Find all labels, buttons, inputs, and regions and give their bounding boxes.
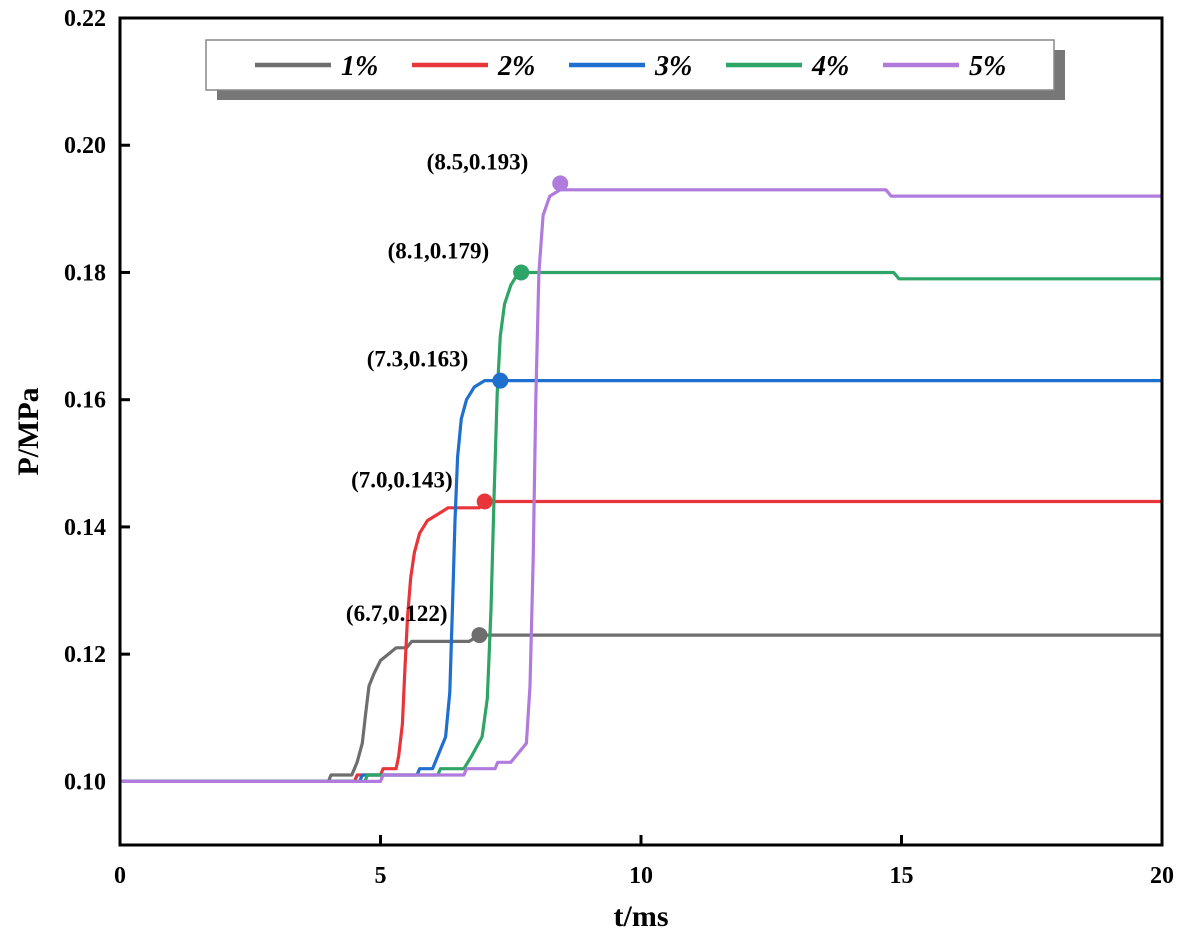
y-tick-label: 0.14 bbox=[64, 515, 106, 541]
series-line-4pct bbox=[120, 270, 1162, 783]
series-line-1pct bbox=[120, 633, 1162, 783]
legend-label: 2% bbox=[497, 51, 535, 82]
legend-label: 1% bbox=[341, 51, 378, 82]
series-layer bbox=[120, 188, 1162, 783]
x-tick-label: 15 bbox=[890, 863, 914, 889]
y-tick-label: 0.18 bbox=[64, 260, 106, 286]
x-tick-label: 10 bbox=[629, 863, 653, 889]
peak-marker bbox=[552, 175, 569, 192]
peak-marker bbox=[513, 264, 530, 281]
peak-marker bbox=[471, 627, 488, 644]
y-tick-label: 0.12 bbox=[64, 642, 106, 668]
annotation-layer: (6.7,0.122) (7.0,0.143) (7.3,0.163) (8.1,0.… bbox=[346, 149, 569, 644]
y-tick-label: 0.10 bbox=[64, 769, 106, 795]
ticks-layer: 0 5 10 15 20 0.10 0.12 0.14 0.16 0.18 0.20 0.22 bbox=[64, 6, 1174, 889]
y-tick-label: 0.22 bbox=[64, 6, 106, 32]
y-axis-title: P/MPa bbox=[12, 387, 45, 475]
peak-label: (7.0,0.143) bbox=[351, 467, 453, 492]
x-axis-title: t/ms bbox=[614, 900, 669, 933]
legend: 1% 2% 3% 4% 5% bbox=[205, 39, 1065, 100]
x-tick-label: 5 bbox=[375, 863, 387, 889]
y-tick-label: 0.20 bbox=[64, 133, 106, 159]
peak-label: (8.1,0.179) bbox=[388, 238, 490, 263]
series-line-3pct bbox=[120, 379, 1162, 783]
peak-label: (8.5,0.193) bbox=[427, 149, 529, 174]
plot-frame bbox=[118, 16, 1164, 847]
x-tick-label: 0 bbox=[114, 863, 126, 889]
series-line-2pct bbox=[120, 499, 1162, 783]
peak-marker bbox=[492, 372, 509, 389]
legend-label: 4% bbox=[811, 51, 849, 82]
legend-label: 3% bbox=[654, 51, 692, 82]
y-tick-label: 0.16 bbox=[64, 388, 106, 414]
peak-label: (7.3,0.163) bbox=[367, 347, 469, 372]
peak-label: (6.7,0.122) bbox=[346, 601, 448, 626]
x-tick-label: 20 bbox=[1150, 863, 1174, 889]
legend-label: 5% bbox=[969, 51, 1006, 82]
peak-marker bbox=[476, 493, 493, 510]
